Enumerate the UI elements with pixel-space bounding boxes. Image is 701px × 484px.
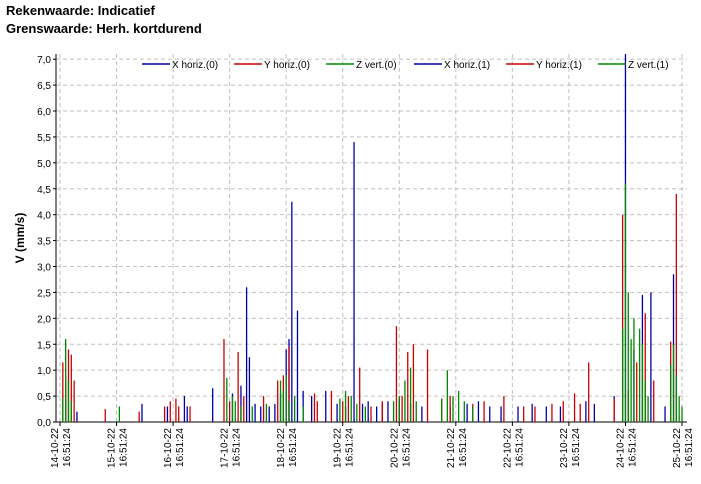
y-tick-label: 2,5 xyxy=(37,288,51,299)
grid-lines xyxy=(56,54,687,422)
x-tick-time: 16:51:24 xyxy=(458,428,469,467)
x-tick-time: 16:51:24 xyxy=(627,428,638,467)
x-tick-date: 20-10-22 xyxy=(389,428,400,468)
x-tick-date: 18-10-22 xyxy=(276,428,287,468)
y-tick-label: 1,0 xyxy=(37,366,51,377)
y-tick-label: 0,0 xyxy=(37,418,51,429)
y-tick-label: 1,5 xyxy=(37,340,51,351)
x-tick-time: 16:51:24 xyxy=(401,428,412,467)
x-tick-time: 16:51:24 xyxy=(684,428,695,467)
legend-label: X horiz.(0) xyxy=(172,60,218,71)
y-tick-label: 2,0 xyxy=(37,314,51,325)
x-tick-time: 16:51:24 xyxy=(571,428,582,467)
y-tick-label: 7,0 xyxy=(37,55,51,66)
axis-labels: 0,0 0,5 1,0 1,5 2,0 2,5 3,0 3,5 4,0 4,5 5,0 5,5 6,0 6… xyxy=(13,55,695,468)
x-tick-date: 14-10-22 xyxy=(50,428,61,468)
legend: X horiz.(0) Y horiz.(0) Z vert.(0) X horiz.… xyxy=(142,60,669,71)
grenswaarde-label: Grenswaarde: Herh. kortdurend xyxy=(6,21,202,36)
x-tick-time: 16:51:24 xyxy=(62,428,73,467)
y-tick-label: 5,0 xyxy=(37,159,51,170)
data-bars xyxy=(62,54,683,422)
y-tick-label: 6,0 xyxy=(37,107,51,118)
x-tick-date: 24-10-22 xyxy=(615,428,626,468)
x-tick-date: 15-10-22 xyxy=(107,428,118,468)
x-tick-time: 16:51:24 xyxy=(232,428,243,467)
y-tick-label: 3,5 xyxy=(37,237,51,248)
y-tick-label: 4,5 xyxy=(37,185,51,196)
x-tick-time: 16:51:24 xyxy=(119,428,130,467)
x-tick-time: 16:51:24 xyxy=(345,428,356,467)
x-tick-date: 17-10-22 xyxy=(220,428,231,468)
x-tick-time: 16:51:24 xyxy=(175,428,186,467)
x-tick-time: 16:51:24 xyxy=(288,428,299,467)
legend-label: Y horiz.(1) xyxy=(536,60,582,71)
y-tick-label: 4,0 xyxy=(37,211,51,222)
x-tick-date: 25-10-22 xyxy=(672,428,683,468)
x-tick-date: 22-10-22 xyxy=(502,428,513,468)
x-tick-date: 16-10-22 xyxy=(163,428,174,468)
legend-label: Y horiz.(0) xyxy=(264,60,310,71)
y-axis-title: V (mm/s) xyxy=(13,213,27,264)
legend-label: Z vert.(0) xyxy=(356,60,397,71)
x-tick-time: 16:51:24 xyxy=(514,428,525,467)
x-tick-date: 19-10-22 xyxy=(333,428,344,468)
y-tick-label: 5,5 xyxy=(37,133,51,144)
rekenwaarde-label: Rekenwaarde: Indicatief xyxy=(6,3,155,18)
y-tick-label: 3,0 xyxy=(37,263,51,274)
legend-label: X horiz.(1) xyxy=(444,60,490,71)
plot-area xyxy=(56,54,687,422)
chart-header: Rekenwaarde: Indicatief Grenswaarde: Her… xyxy=(6,2,202,38)
y-tick-label: 0,5 xyxy=(37,392,51,403)
x-tick-date: 21-10-22 xyxy=(446,428,457,468)
legend-label: Z vert.(1) xyxy=(628,60,669,71)
x-tick-date: 23-10-22 xyxy=(559,428,570,468)
y-tick-label: 6,5 xyxy=(37,81,51,92)
